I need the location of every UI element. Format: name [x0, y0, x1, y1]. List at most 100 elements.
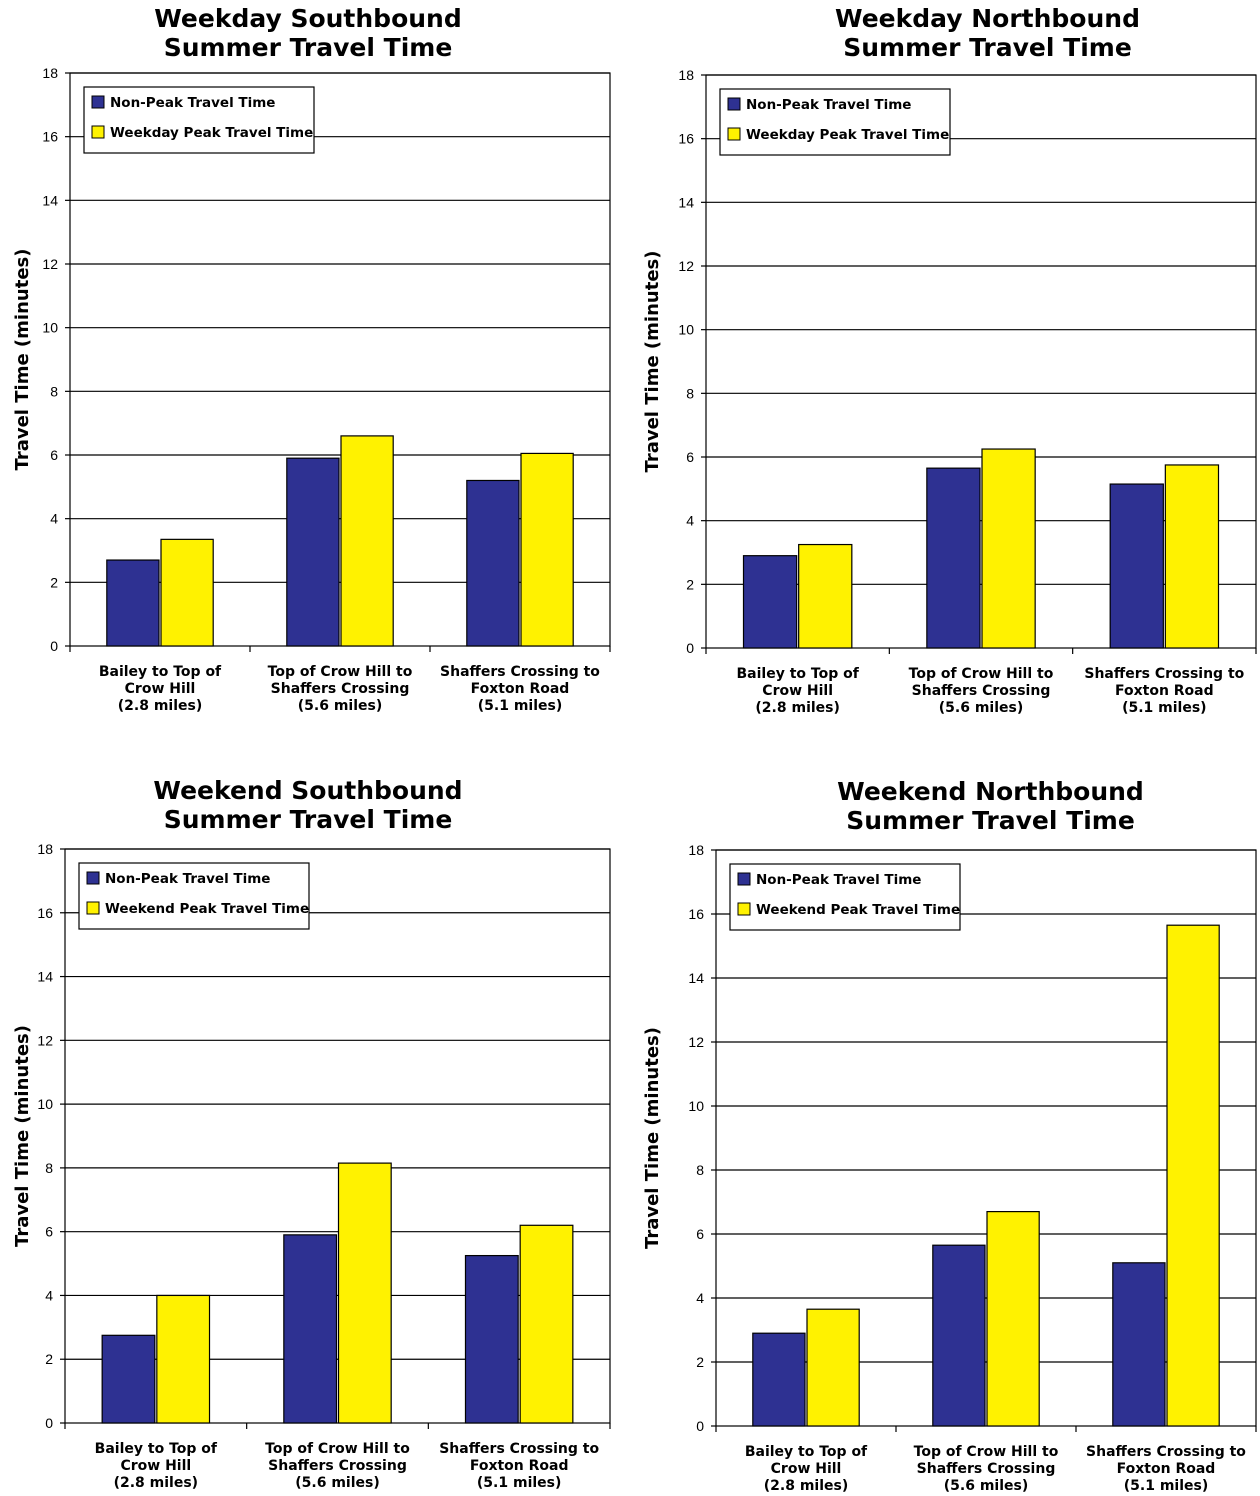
plot-area — [69, 72, 611, 647]
y-tick-label: 6 — [50, 447, 58, 463]
y-tick-label: 2 — [45, 1351, 53, 1367]
legend-box — [78, 862, 310, 930]
y-axis-label: Travel Time (minutes) — [642, 1027, 663, 1249]
bar — [464, 1254, 519, 1424]
x-tick-label: (5.1 miles) — [1122, 700, 1207, 716]
y-tick-label: 8 — [696, 1162, 704, 1178]
chart-title-line-1: Weekend Northbound — [837, 777, 1144, 806]
bar — [519, 1224, 574, 1424]
x-tick-label: Shaffers Crossing — [268, 1458, 407, 1474]
bar — [1112, 1262, 1166, 1427]
x-tick-label: Top of Crow Hill to — [914, 1444, 1059, 1460]
legend-swatch — [727, 97, 741, 111]
y-tick-label: 14 — [678, 194, 694, 210]
y-axis-label: Travel Time (minutes) — [12, 249, 33, 471]
x-tick-label: Crow Hill — [762, 683, 833, 699]
chart-title-line-1: Weekend Southbound — [153, 776, 463, 805]
bar — [520, 452, 574, 647]
legend-label: Non-Peak Travel Time — [756, 872, 921, 888]
y-tick-label: 4 — [696, 1290, 704, 1306]
chart-title-line-2: Summer Travel Time — [846, 806, 1135, 835]
x-tick-label: Foxton Road — [1115, 683, 1214, 699]
y-tick-label: 18 — [42, 65, 58, 81]
x-tick-label: (5.6 miles) — [295, 1475, 380, 1491]
legend-label: Weekend Peak Travel Time — [756, 902, 960, 918]
legend-label: Non-Peak Travel Time — [746, 97, 911, 113]
chart-title-line-2: Summer Travel Time — [163, 805, 453, 834]
y-tick-label: 12 — [678, 258, 694, 274]
x-tick-label: Bailey to Top of — [737, 666, 860, 682]
bar — [1166, 924, 1220, 1427]
bar — [156, 1294, 211, 1424]
x-tick-label: Shaffers Crossing to — [1086, 1444, 1246, 1460]
x-tick-label: Foxton Road — [471, 681, 570, 697]
y-tick-label: 8 — [45, 1160, 53, 1176]
chart-title-line-2: Summer Travel Time — [843, 33, 1132, 62]
legend: Non-Peak Travel Time Weekend Peak Travel … — [78, 862, 310, 930]
chart-title: Weekend Southbound Summer Travel Time — [78, 776, 538, 834]
plot-area — [715, 849, 1257, 1427]
x-tick-label: (5.1 miles) — [478, 698, 563, 714]
y-tick-label: 10 — [688, 1098, 704, 1114]
bar — [340, 435, 394, 647]
y-axis-label: Travel Time (minutes) — [12, 1025, 33, 1247]
legend-label: Non-Peak Travel Time — [105, 871, 270, 887]
legend-label: Weekend Peak Travel Time — [105, 901, 309, 917]
bar — [798, 543, 853, 649]
legend-swatch — [737, 872, 751, 886]
y-tick-label: 18 — [37, 841, 53, 857]
y-tick-label: 4 — [45, 1287, 53, 1303]
y-tick-label: 18 — [688, 842, 704, 858]
x-tick-label: Crow Hill — [125, 681, 196, 697]
y-tick-label: 12 — [42, 256, 58, 272]
x-tick-label: (5.1 miles) — [1124, 1478, 1209, 1494]
y-tick-label: 10 — [37, 1096, 53, 1112]
y-tick-label: 8 — [686, 385, 694, 401]
x-tick-label: (5.6 miles) — [939, 700, 1024, 716]
y-tick-label: 0 — [696, 1418, 704, 1434]
y-tick-label: 2 — [686, 576, 694, 592]
y-tick-label: 12 — [37, 1032, 53, 1048]
x-tick-label: Shaffers Crossing to — [440, 664, 600, 680]
x-tick-label: Shaffers Crossing — [271, 681, 410, 697]
y-tick-label: 2 — [696, 1354, 704, 1370]
legend-swatch — [727, 127, 741, 141]
x-tick-label: Top of Crow Hill to — [909, 666, 1054, 682]
x-tick-label: (2.8 miles) — [755, 700, 840, 716]
bar — [806, 1308, 860, 1427]
legend-swatch — [737, 902, 751, 916]
y-tick-label: 18 — [678, 67, 694, 83]
y-tick-label: 0 — [45, 1415, 53, 1431]
y-tick-label: 16 — [42, 129, 58, 145]
x-tick-label: (2.8 miles) — [114, 1475, 199, 1491]
legend-box — [719, 88, 951, 156]
legend-label: Non-Peak Travel Time — [110, 95, 275, 111]
x-tick-label: Bailey to Top of — [745, 1444, 868, 1460]
plot-area — [705, 74, 1257, 649]
bar — [752, 1332, 806, 1427]
bar — [286, 457, 340, 647]
y-tick-label: 12 — [688, 1034, 704, 1050]
bar — [160, 538, 214, 647]
y-tick-label: 10 — [42, 320, 58, 336]
legend: Non-Peak Travel Time Weekday Peak Travel … — [83, 86, 315, 154]
y-axis-label: Travel Time (minutes) — [642, 251, 663, 473]
x-tick-label: Foxton Road — [470, 1458, 569, 1474]
chart-title: Weekend Northbound Summer Travel Time — [728, 777, 1253, 835]
y-tick-label: 6 — [686, 449, 694, 465]
x-tick-label: (2.8 miles) — [118, 698, 203, 714]
bar — [926, 467, 981, 649]
x-tick-label: Bailey to Top of — [99, 664, 222, 680]
chart-title: Weekday Southbound Summer Travel Time — [78, 4, 538, 62]
y-tick-label: 0 — [686, 640, 694, 656]
y-tick-label: 4 — [50, 511, 58, 527]
chart-weekday-southbound: Weekday Southbound Summer Travel Time 0 2… — [0, 0, 630, 740]
chart-title-line-2: Summer Travel Time — [163, 33, 453, 62]
x-tick-label: (5.6 miles) — [298, 698, 383, 714]
x-tick-label: Shaffers Crossing — [912, 683, 1051, 699]
legend-box — [83, 86, 315, 154]
y-tick-label: 16 — [688, 906, 704, 922]
x-tick-label: Crow Hill — [771, 1461, 842, 1477]
x-tick-label: Crow Hill — [120, 1458, 191, 1474]
